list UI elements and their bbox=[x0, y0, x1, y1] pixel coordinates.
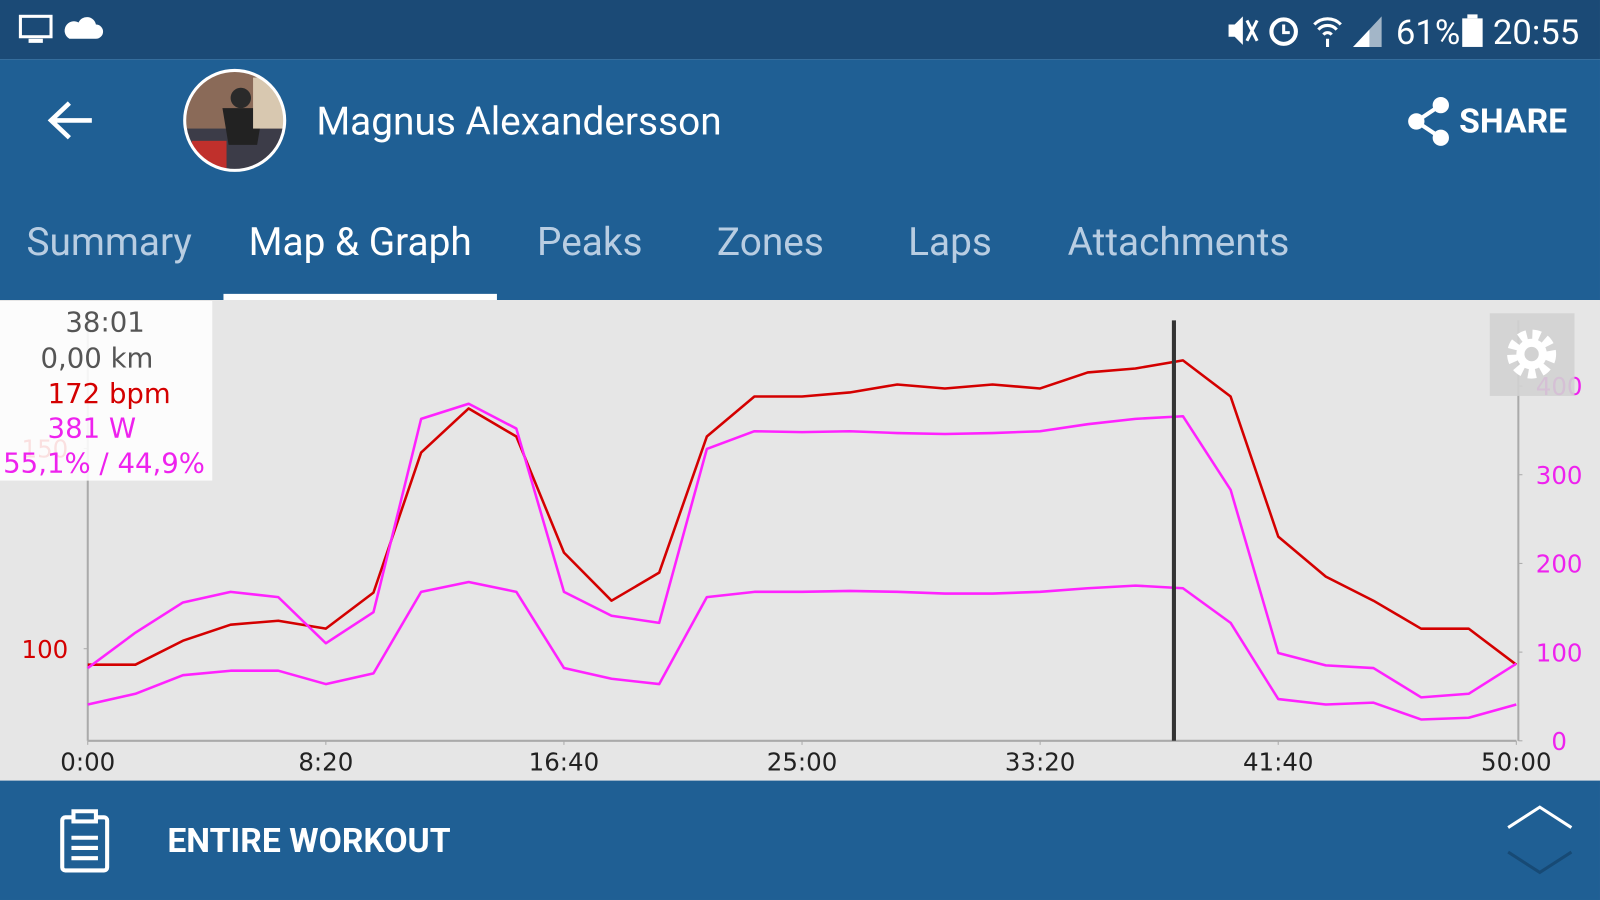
status-icons-right bbox=[1228, 16, 1382, 47]
cursor-time: 38:01 bbox=[65, 307, 144, 339]
tab[interactable]: Laps bbox=[908, 220, 992, 266]
data-line bbox=[86, 402, 1517, 699]
workout-range: ENTIRE WORKOUT bbox=[167, 821, 451, 862]
chart: 0:008:2016:4025:0033:2041:4050:001001500… bbox=[0, 301, 1600, 781]
plot-background bbox=[0, 301, 1600, 781]
status-bar: 61% 20:55 bbox=[0, 0, 1600, 60]
y2-tick-label: 0 bbox=[1551, 727, 1567, 756]
y2-tick-label: 100 bbox=[1536, 638, 1583, 667]
cursor-balance: 55,1% / 44,9% bbox=[3, 447, 205, 479]
x-tick-label: 16:40 bbox=[529, 747, 600, 776]
back-button[interactable] bbox=[47, 100, 94, 141]
cursor-distance: 0,00 km bbox=[40, 342, 153, 374]
cursor-heart-rate: 172 bpm bbox=[48, 378, 171, 410]
share-button[interactable]: SHARE bbox=[1459, 102, 1568, 142]
app-header: Magnus Alexandersson SHARE Summary Map & … bbox=[0, 59, 1600, 300]
avatar bbox=[183, 68, 287, 172]
x-tick-label: 41:40 bbox=[1243, 747, 1314, 776]
status-icons-left bbox=[18, 14, 104, 43]
expand-button[interactable] bbox=[1504, 801, 1575, 879]
settings-button[interactable] bbox=[1489, 313, 1575, 396]
tab[interactable]: Summary bbox=[26, 220, 192, 266]
active-tab-indicator bbox=[223, 293, 498, 300]
clipboard-icon bbox=[60, 809, 110, 873]
x-tick-label: 0:00 bbox=[60, 747, 115, 776]
data-line bbox=[87, 580, 1517, 721]
info-box bbox=[0, 301, 213, 481]
tab[interactable]: Map & Graph bbox=[248, 220, 472, 266]
tab[interactable]: Zones bbox=[716, 220, 824, 266]
cursor-power: 381 W bbox=[48, 413, 137, 445]
battery-icon bbox=[1462, 14, 1483, 47]
clock: 20:55 bbox=[1492, 12, 1580, 54]
x-tick-label: 33:20 bbox=[1005, 747, 1076, 776]
x-tick-label: 25:00 bbox=[767, 747, 838, 776]
y-tick-label: 100 bbox=[22, 635, 69, 664]
gear-icon-hole bbox=[1524, 346, 1539, 362]
y2-tick-label: 300 bbox=[1536, 461, 1583, 490]
tab[interactable]: Peaks bbox=[537, 220, 643, 266]
share-icon[interactable] bbox=[1406, 96, 1453, 147]
gear-icon bbox=[1507, 329, 1557, 379]
x-tick-label: 50:00 bbox=[1481, 747, 1552, 776]
athlete-name: Magnus Alexandersson bbox=[316, 99, 722, 145]
footer-bar: ENTIRE WORKOUT bbox=[0, 780, 1600, 900]
battery-level: 61% bbox=[1395, 12, 1461, 54]
x-tick-label: 8:20 bbox=[298, 747, 353, 776]
y2-tick-label: 200 bbox=[1536, 550, 1583, 579]
tab[interactable]: Attachments bbox=[1067, 220, 1290, 266]
data-line bbox=[87, 359, 1518, 666]
